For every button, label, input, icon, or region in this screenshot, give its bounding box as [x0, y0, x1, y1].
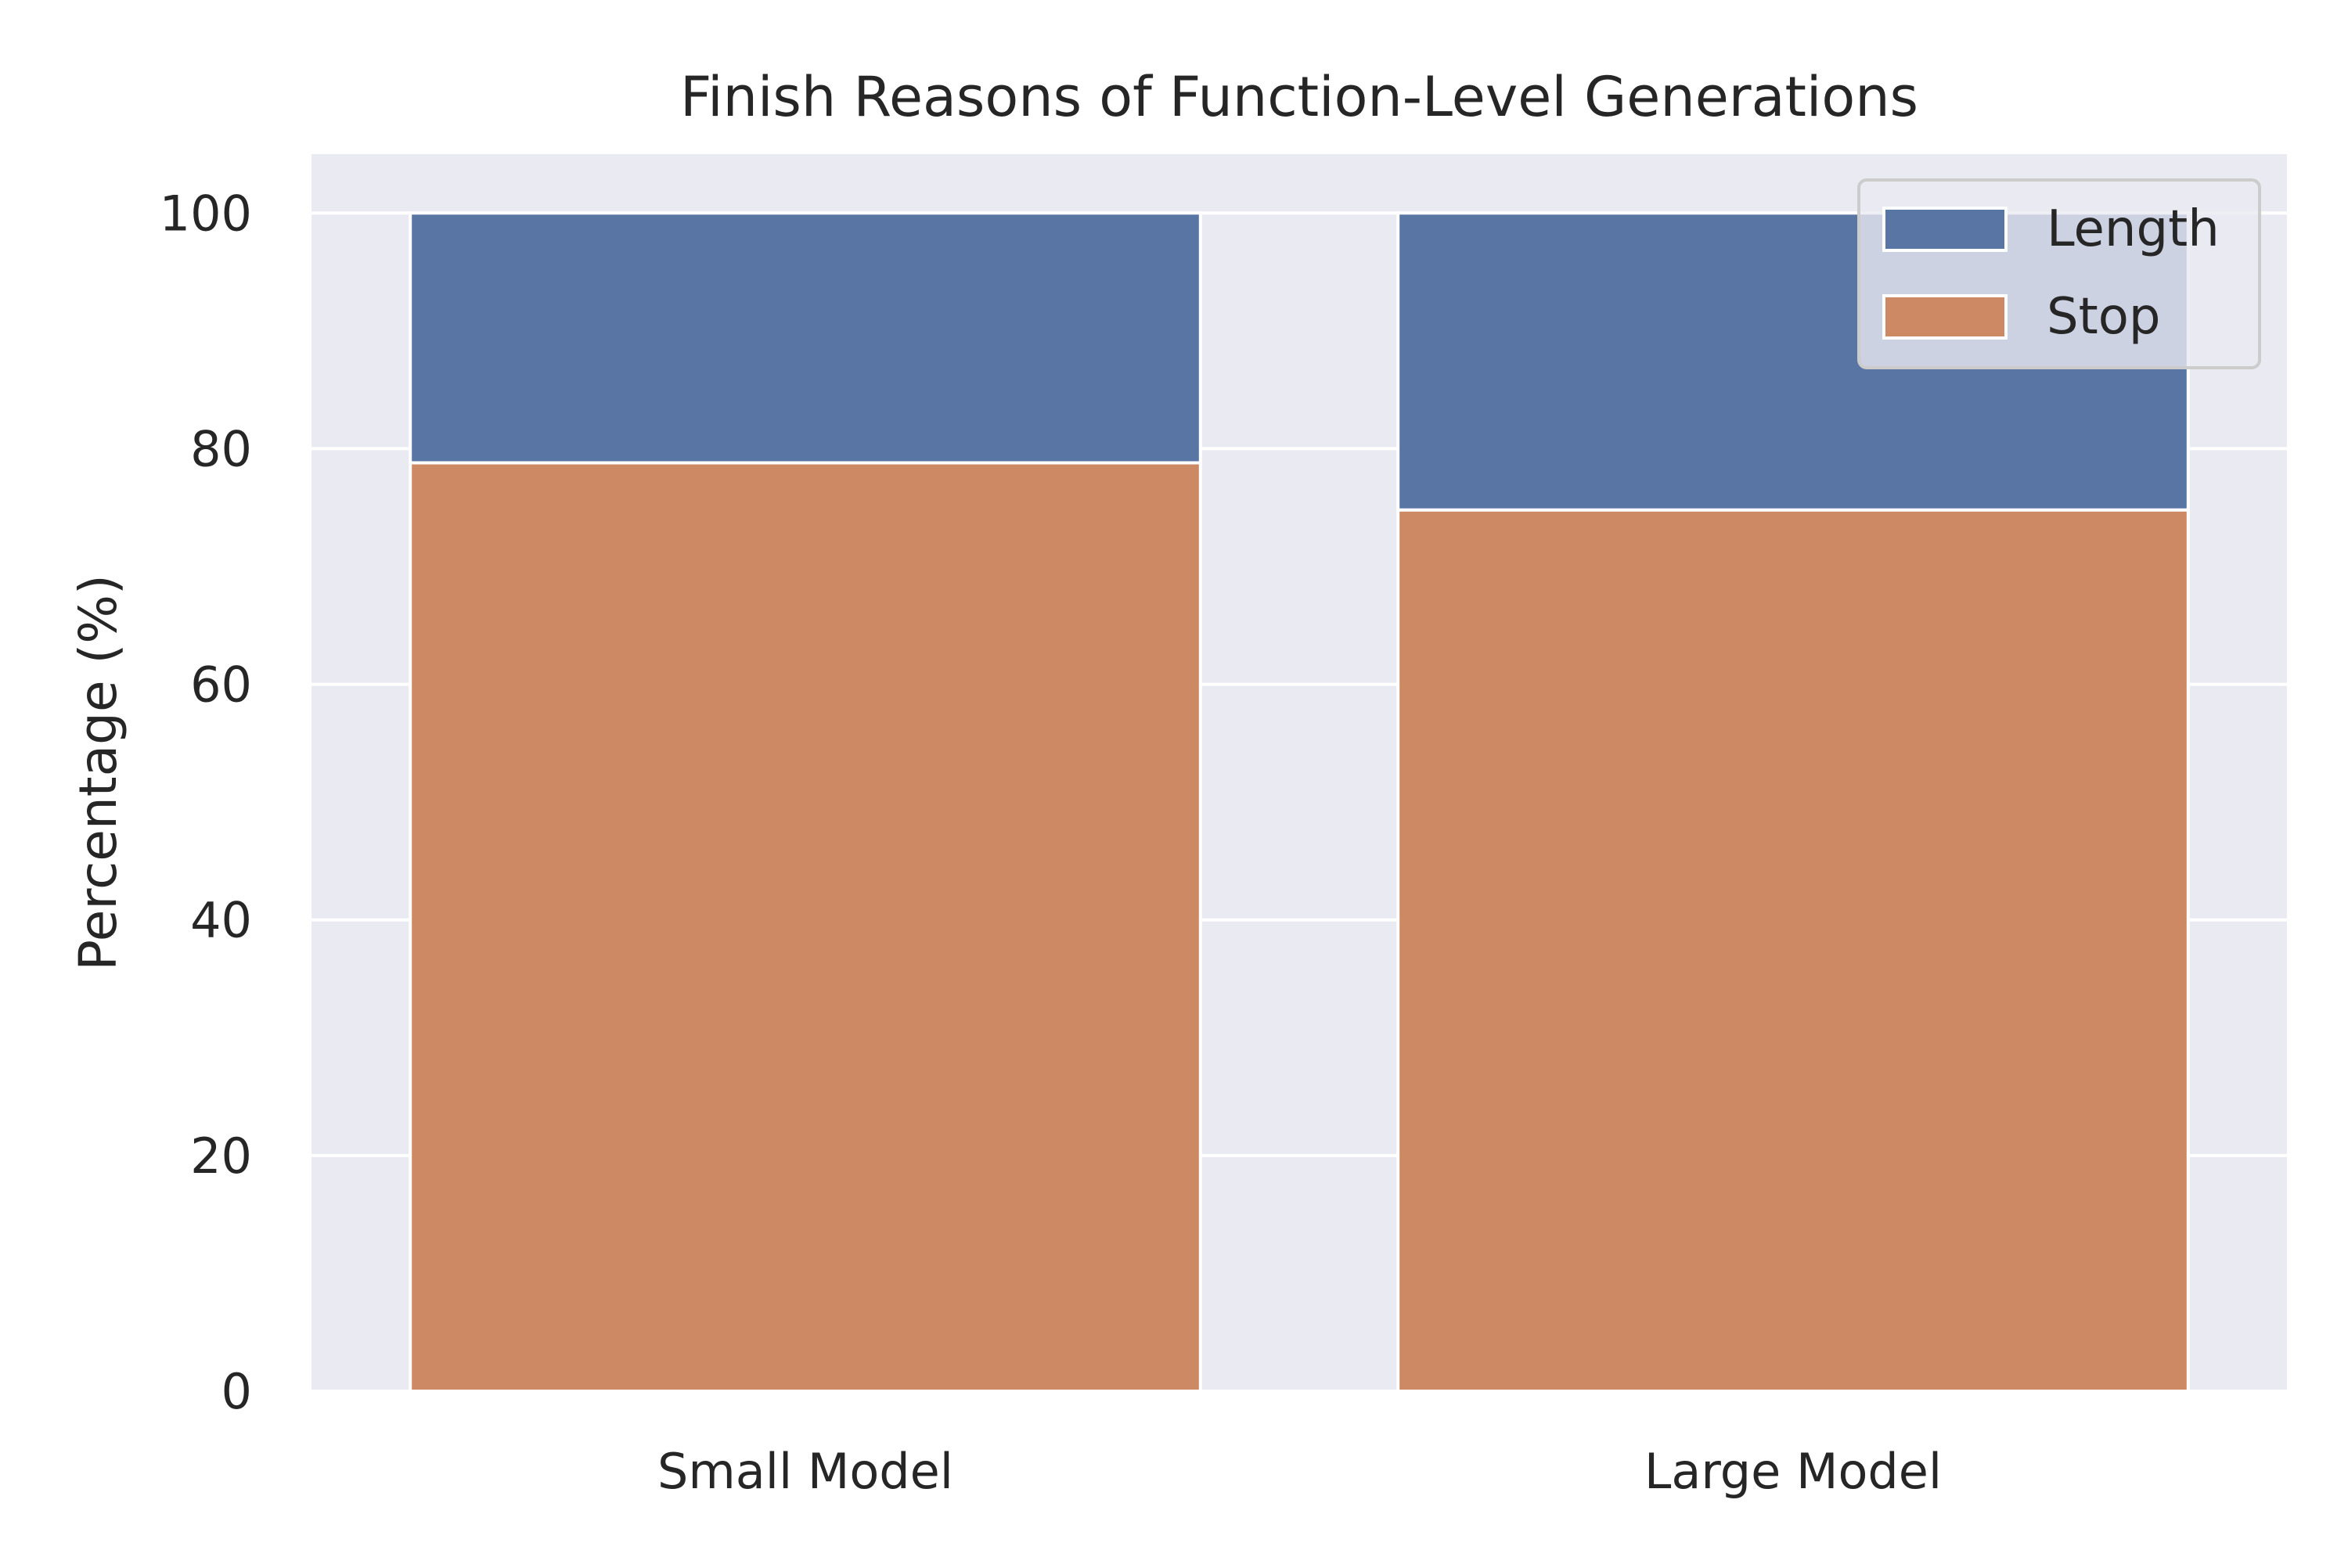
legend-label-length: Length — [2047, 200, 2220, 258]
y-tick-label-20: 20 — [190, 1127, 252, 1185]
y-tick-label-80: 80 — [190, 420, 252, 477]
y-tick-label-40: 40 — [190, 892, 252, 949]
y-tick-label-60: 60 — [190, 656, 252, 714]
y-tick-label-100: 100 — [160, 185, 252, 242]
bar-length-small-model — [409, 211, 1202, 465]
legend: Length Stop — [1857, 178, 2261, 369]
bar-stop-large-model — [1396, 508, 2190, 1393]
legend-swatch-length — [1882, 207, 2008, 252]
x-tick-label-large-model: Large Model — [1644, 1443, 1942, 1500]
legend-swatch-stop — [1882, 294, 2008, 340]
chart-title: Finish Reasons of Function-Level Generat… — [680, 65, 1918, 129]
y-tick-labels: 0 20 40 60 80 100 — [160, 185, 252, 1420]
legend-label-stop: Stop — [2047, 288, 2161, 346]
bar-stop-small-model — [409, 461, 1202, 1393]
x-tick-label-small-model: Small Model — [657, 1443, 953, 1500]
y-tick-label-0: 0 — [221, 1363, 252, 1420]
y-axis-label: Percentage (%) — [68, 574, 128, 970]
x-tick-labels: Small Model Large Model — [657, 1443, 1942, 1500]
